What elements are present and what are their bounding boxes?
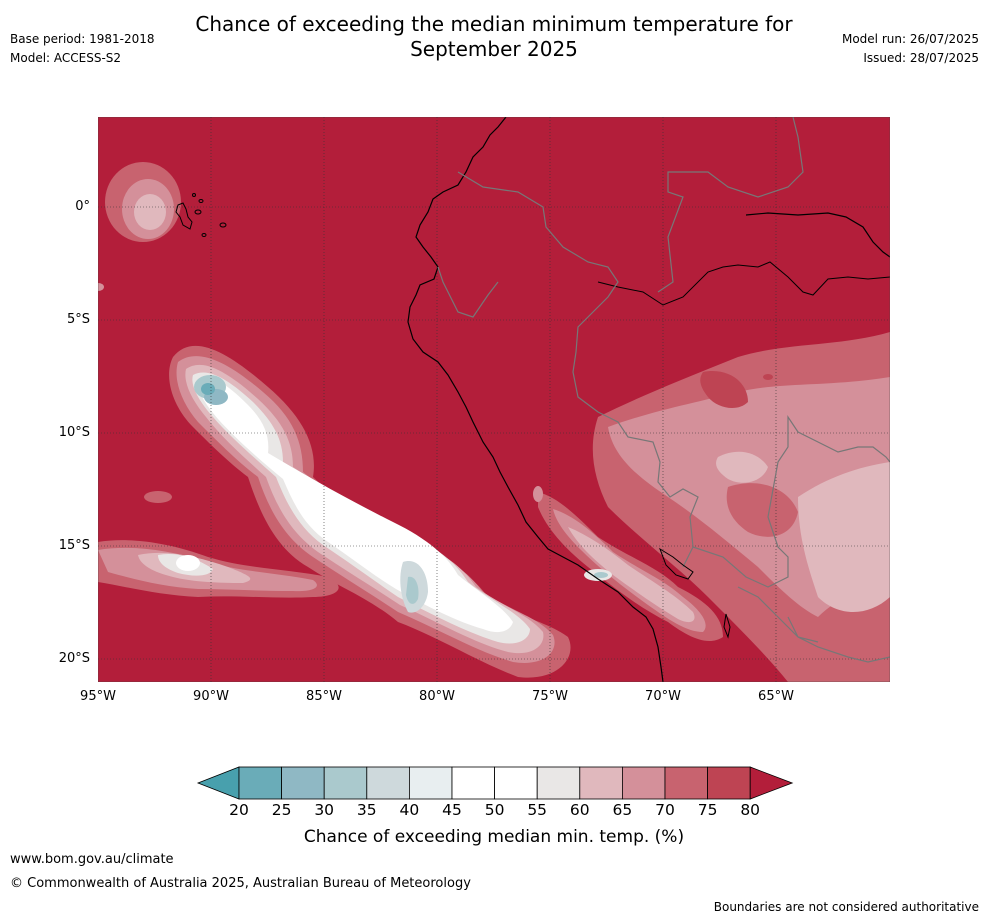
coastline bbox=[407, 117, 664, 682]
lat-label-5s: 5°S bbox=[66, 312, 90, 327]
colorbar-tick-label: 35 bbox=[356, 801, 377, 819]
lon-label-75w: 75°W bbox=[532, 689, 568, 704]
colorbar-tick-label: 25 bbox=[271, 801, 292, 819]
issued-label: Issued: 28/07/2025 bbox=[863, 51, 979, 65]
title-line-2: September 2025 bbox=[410, 37, 578, 61]
galapagos-islands bbox=[175, 193, 227, 237]
anomaly-region-east bbox=[592, 332, 890, 682]
lon-label-85w: 85°W bbox=[306, 689, 342, 704]
coastline-amazon bbox=[597, 261, 890, 306]
colorbar-tick-label: 30 bbox=[314, 801, 335, 819]
colorbar-cell bbox=[281, 766, 325, 800]
disclaimer-text: Boundaries are not considered authoritat… bbox=[713, 900, 979, 914]
anomaly-region-south-band bbox=[98, 491, 339, 598]
colorbar-tick-label: 80 bbox=[740, 801, 761, 819]
model-label: Model: ACCESS-S2 bbox=[10, 51, 122, 65]
bom-url-link[interactable]: www.bom.gov.au/climate bbox=[10, 852, 174, 867]
colorbar-tick-label: 65 bbox=[612, 801, 633, 819]
anomaly-region-galapagos bbox=[98, 162, 181, 291]
colorbar-cell bbox=[366, 766, 410, 800]
colorbar-tick-label: 20 bbox=[229, 801, 249, 819]
lat-label-20s: 20°S bbox=[58, 651, 90, 666]
anomaly-region-peru-coast bbox=[533, 486, 723, 642]
colorbar-tick-label: 55 bbox=[527, 801, 548, 819]
colorbar-tick-label: 50 bbox=[484, 801, 505, 819]
colorbar-tick-label: 45 bbox=[442, 801, 462, 819]
colorbar-cell bbox=[238, 766, 282, 800]
model-run-label: Model run: 26/07/2025 bbox=[841, 32, 979, 46]
graticule bbox=[98, 117, 890, 682]
colorbar-cell bbox=[621, 766, 666, 800]
lat-label-10s: 10°S bbox=[58, 425, 90, 440]
chart-title: Chance of exceeding the median minimum t… bbox=[0, 12, 988, 62]
colorbar-cell bbox=[494, 766, 538, 800]
colorbar-cell bbox=[408, 766, 453, 800]
anomaly-region-offshore-band bbox=[169, 345, 571, 678]
lat-label-15s: 15°S bbox=[58, 538, 90, 553]
colorbar-tick-label: 70 bbox=[655, 801, 675, 819]
base-period-label: Base period: 1981-2018 bbox=[10, 32, 155, 46]
colorbar-tick-label: 75 bbox=[697, 801, 718, 819]
colorbar-tick-label: 60 bbox=[569, 801, 590, 819]
lon-label-70w: 70°W bbox=[645, 689, 681, 704]
lon-label-90w: 90°W bbox=[193, 689, 229, 704]
lake-titicaca bbox=[659, 547, 694, 580]
colorbar-cell bbox=[664, 766, 708, 800]
colorbar-arrow-high bbox=[749, 766, 794, 800]
lat-label-0: 0° bbox=[75, 199, 90, 214]
title-line-1: Chance of exceeding the median minimum t… bbox=[195, 12, 793, 36]
lon-label-65w: 65°W bbox=[758, 689, 794, 704]
colorbar-cell bbox=[451, 766, 495, 800]
coastline-north bbox=[745, 212, 890, 258]
colorbar bbox=[196, 766, 794, 800]
copyright-text: © Commonwealth of Australia 2025, Austra… bbox=[10, 876, 471, 891]
country-borders bbox=[437, 117, 890, 663]
colorbar-cell bbox=[707, 766, 751, 800]
lon-label-80w: 80°W bbox=[419, 689, 455, 704]
colorbar-cell bbox=[323, 766, 368, 800]
lon-label-95w: 95°W bbox=[80, 689, 116, 704]
colorbar-cell bbox=[536, 766, 581, 800]
colorbar-tick-label: 40 bbox=[399, 801, 420, 819]
colorbar-arrow-low bbox=[196, 766, 240, 800]
colorbar-cell bbox=[579, 766, 623, 800]
forecast-map bbox=[98, 117, 890, 682]
lake-poopo bbox=[723, 613, 731, 639]
colorbar-title: Chance of exceeding median min. temp. (%… bbox=[303, 827, 685, 847]
